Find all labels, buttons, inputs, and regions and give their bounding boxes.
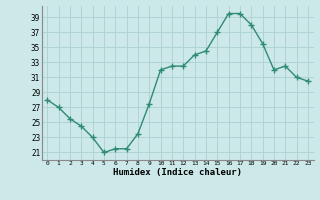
X-axis label: Humidex (Indice chaleur): Humidex (Indice chaleur) [113, 168, 242, 177]
